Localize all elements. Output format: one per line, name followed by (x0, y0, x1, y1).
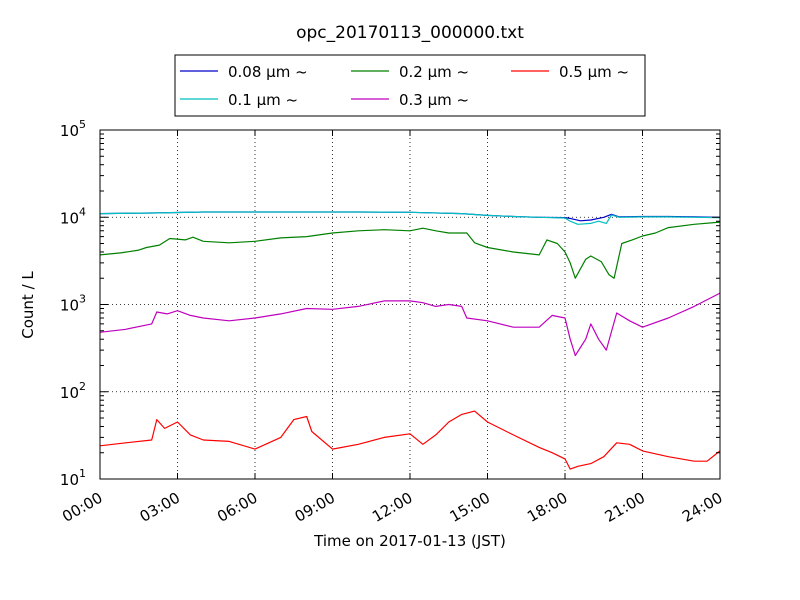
legend-label-0: 0.08 μm ~ (228, 63, 308, 81)
x-tick-label: 21:00 (602, 489, 648, 526)
legend-label-3: 0.3 μm ~ (399, 91, 469, 109)
chart-title: opc_20170113_000000.txt (296, 23, 524, 43)
y-tick-labels: 101 102 103 104 105 (60, 118, 86, 489)
x-tick-label: 12:00 (369, 489, 415, 526)
y-axis-label: Count / L (19, 271, 37, 339)
series-line-4 (99, 410, 721, 470)
series-line-0 (99, 211, 721, 222)
x-tick-label: 09:00 (292, 489, 338, 526)
x-tick-label: 06:00 (214, 489, 260, 526)
series-lines (99, 211, 721, 470)
grid-lines (100, 130, 720, 479)
legend-label-1: 0.1 μm ~ (228, 91, 298, 109)
y-tick-label: 101 (60, 467, 86, 489)
x-tick-labels: 00:00 03:00 06:00 09:00 12:00 15:00 18:00 21:00… (59, 489, 725, 526)
x-tick-label: 24:00 (679, 489, 725, 526)
series-line-1 (99, 211, 721, 225)
legend: 0.08 μm ~ 0.1 μm ~ 0.2 μm ~ 0.3 μm ~ 0.5 μm … (174, 54, 646, 117)
x-tick-label: 18:00 (524, 489, 570, 526)
y-tick-label: 103 (60, 293, 86, 315)
x-tick-label: 00:00 (59, 489, 105, 526)
x-axis-label: Time on 2017-01-13 (JST) (313, 532, 506, 550)
series-line-2 (99, 221, 721, 279)
legend-frame (174, 54, 646, 117)
series-line-3 (99, 292, 721, 357)
x-tick-label: 15:00 (447, 489, 493, 526)
axis-ticks (99, 129, 721, 480)
y-tick-label: 105 (60, 118, 86, 140)
legend-label-4: 0.5 μm ~ (559, 63, 629, 81)
y-tick-label: 102 (60, 380, 86, 402)
x-tick-label: 03:00 (137, 489, 183, 526)
legend-label-2: 0.2 μm ~ (399, 63, 469, 81)
y-tick-label: 104 (60, 205, 86, 227)
